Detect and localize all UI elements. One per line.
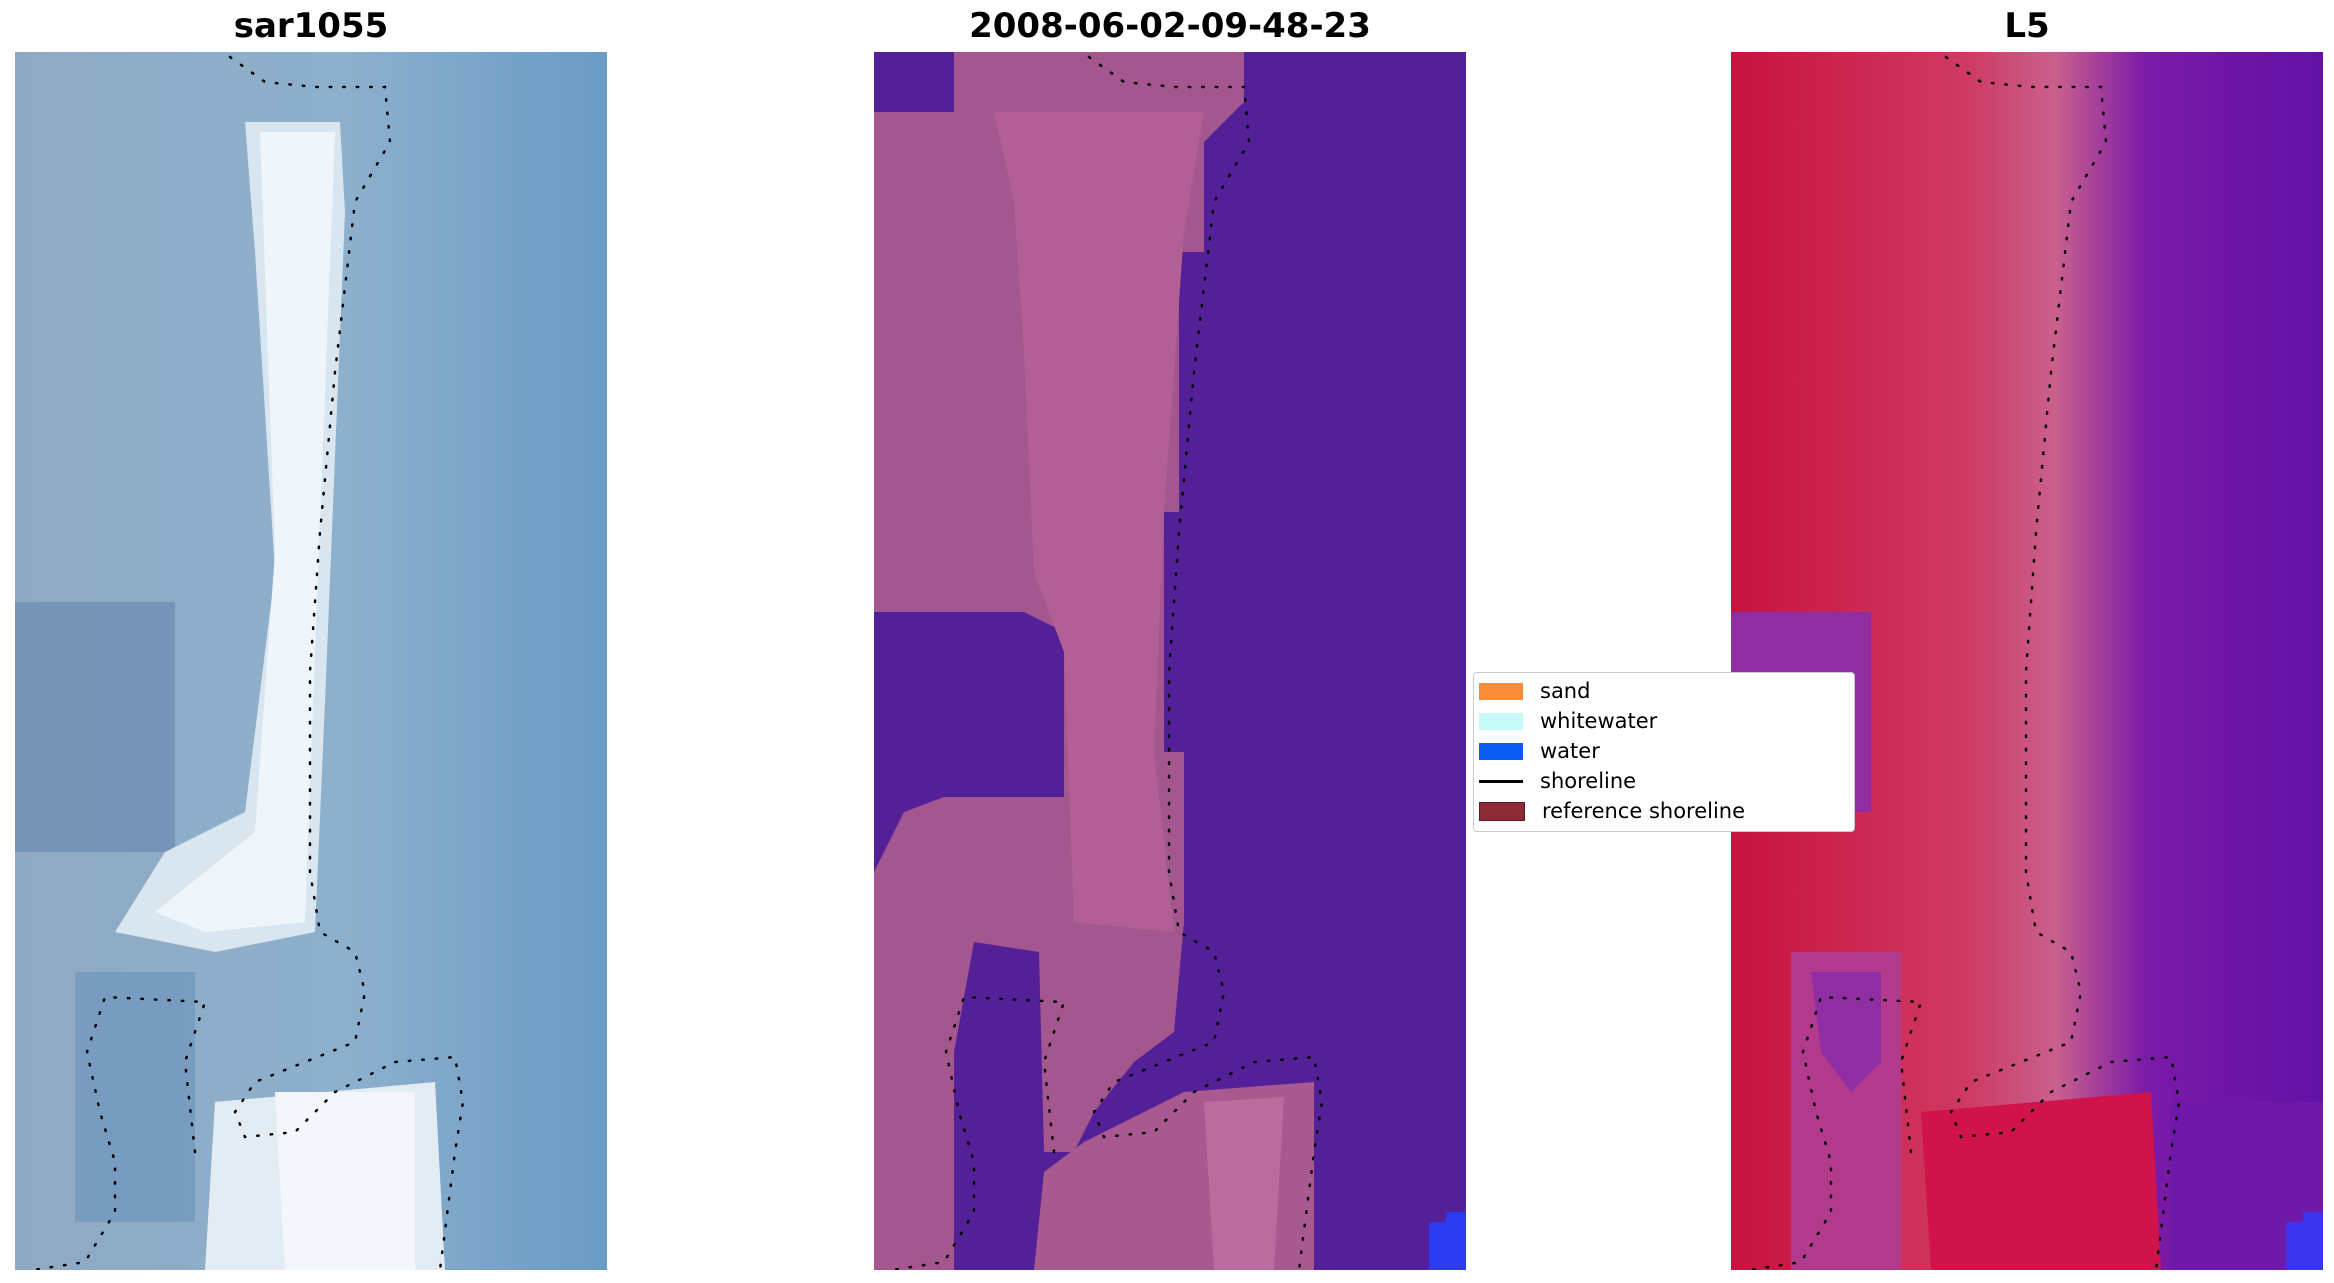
legend-item-whitewater: whitewater xyxy=(1479,708,1657,734)
shoreline-classification xyxy=(1087,55,1324,1270)
legend-label-water: water xyxy=(1540,739,1600,763)
legend-label-whitewater: whitewater xyxy=(1540,709,1658,733)
legend-item-shoreline: shoreline xyxy=(1479,768,1636,794)
classification-panel xyxy=(874,52,1466,1270)
reference-shoreline-swatch xyxy=(1479,801,1525,821)
whitewater-swatch xyxy=(1479,712,1523,730)
l5-index-panel xyxy=(1731,52,2323,1270)
panel-title-l5: L5 xyxy=(2004,6,2050,46)
l5-index-image xyxy=(1731,52,2323,1270)
classification-image xyxy=(874,52,1466,1270)
legend-item-water: water xyxy=(1479,738,1600,764)
shoreline-line-swatch xyxy=(1479,779,1523,783)
rgb-image xyxy=(15,52,607,1270)
shoreline-l5 xyxy=(1944,55,2181,1270)
shoreline-rgb xyxy=(228,55,465,1270)
sand-swatch xyxy=(1479,682,1523,700)
rgb-image-panel xyxy=(15,52,607,1270)
water-swatch xyxy=(1479,742,1523,760)
panel-title-date: 2008-06-02-09-48-23 xyxy=(969,6,1371,46)
legend-label-reference-shoreline: reference shoreline xyxy=(1542,799,1746,823)
legend-label-shoreline: shoreline xyxy=(1540,769,1637,793)
legend-item-sand: sand xyxy=(1479,678,1590,704)
legend: sand whitewater water shoreline referenc… xyxy=(1473,672,1855,832)
panel-title-sar1055: sar1055 xyxy=(233,6,389,46)
legend-label-sand: sand xyxy=(1540,679,1591,703)
legend-item-reference-shoreline: reference shoreline xyxy=(1479,798,1745,824)
